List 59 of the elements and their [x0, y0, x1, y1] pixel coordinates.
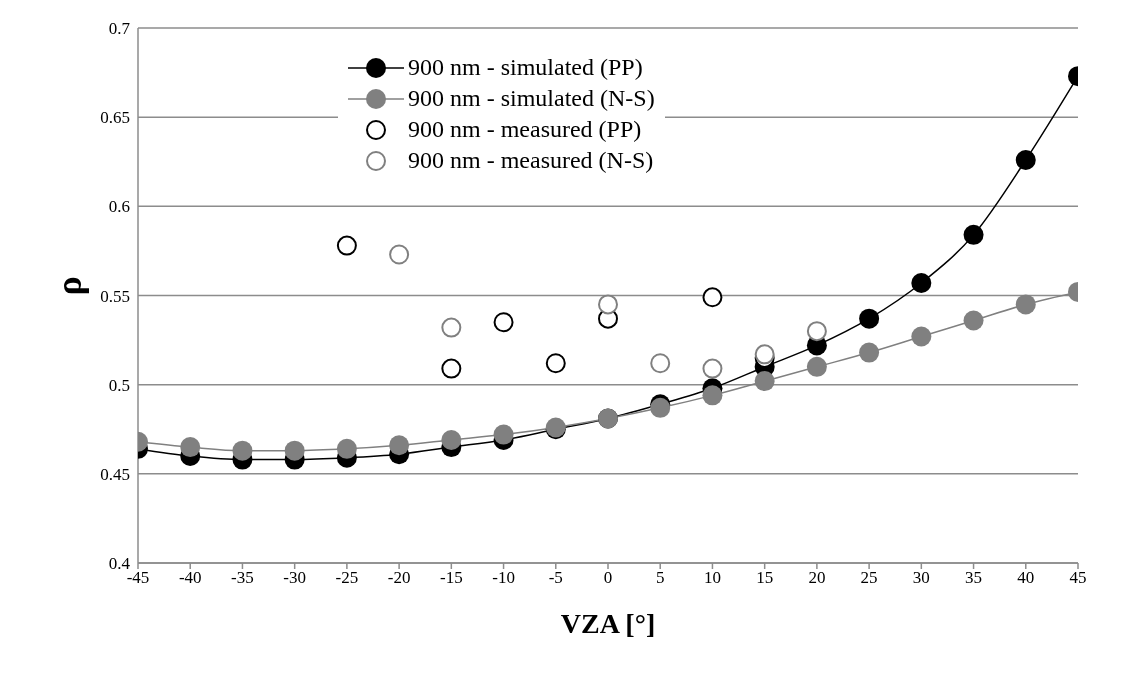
legend-label: 900 nm - measured (N-S)	[408, 146, 654, 175]
x-tick-label: 45	[1069, 568, 1087, 588]
point	[859, 308, 880, 329]
legend-label: 900 nm - simulated (PP)	[408, 53, 643, 82]
point	[1015, 149, 1036, 170]
x-tick-label: -35	[231, 568, 254, 588]
point	[336, 438, 357, 459]
point	[702, 287, 723, 308]
point	[284, 440, 305, 461]
point	[859, 342, 880, 363]
x-tick-label: -20	[387, 568, 411, 588]
y-axis-title: ρ	[48, 276, 89, 296]
point	[806, 356, 827, 377]
y-tick-label: 0.55	[100, 286, 130, 306]
point	[493, 312, 514, 333]
x-tick-label: 15	[756, 568, 774, 588]
point	[911, 326, 932, 347]
x-tick-label: -40	[178, 568, 202, 588]
point	[493, 424, 514, 445]
x-axis-title: VZA [°]	[560, 608, 656, 639]
point	[389, 435, 410, 456]
point	[232, 440, 253, 461]
x-tick-label: -25	[335, 568, 359, 588]
point	[650, 353, 671, 374]
point	[598, 294, 618, 315]
y-tick-label: 0.65	[100, 108, 130, 128]
point	[336, 235, 357, 256]
point	[441, 317, 462, 338]
y-tick-label: 0.7	[108, 19, 131, 39]
point	[754, 371, 775, 392]
y-tick-label: 0.6	[108, 197, 130, 217]
point	[702, 385, 723, 406]
y-tick-label: 0.5	[108, 375, 130, 395]
x-tick-label: -30	[283, 568, 306, 588]
point	[441, 429, 462, 450]
y-tick-label: 0.45	[100, 464, 130, 484]
x-tick-label: 30	[912, 568, 930, 588]
legend-label: 900 nm - simulated (N-S)	[408, 84, 655, 113]
point	[1015, 294, 1036, 315]
x-tick-label: 35	[965, 568, 983, 588]
x-tick-label: 5	[655, 568, 665, 588]
point	[545, 353, 566, 374]
point	[389, 244, 410, 265]
x-tick-label: 20	[808, 568, 826, 588]
x-tick-label: -15	[440, 568, 463, 588]
legend-label: 900 nm - measured (PP)	[408, 115, 642, 144]
point	[963, 310, 984, 331]
point	[963, 224, 984, 245]
x-tick-label: -10	[492, 568, 515, 588]
x-tick-label: 25	[860, 568, 878, 588]
x-tick-label: -5	[548, 568, 563, 588]
point	[806, 321, 827, 342]
x-tick-label: 10	[703, 568, 721, 588]
point	[441, 358, 462, 379]
x-tick-label: 40	[1017, 568, 1035, 588]
point	[180, 437, 201, 458]
point	[702, 358, 723, 379]
x-tick-label: 0	[603, 568, 613, 588]
point	[911, 273, 932, 294]
